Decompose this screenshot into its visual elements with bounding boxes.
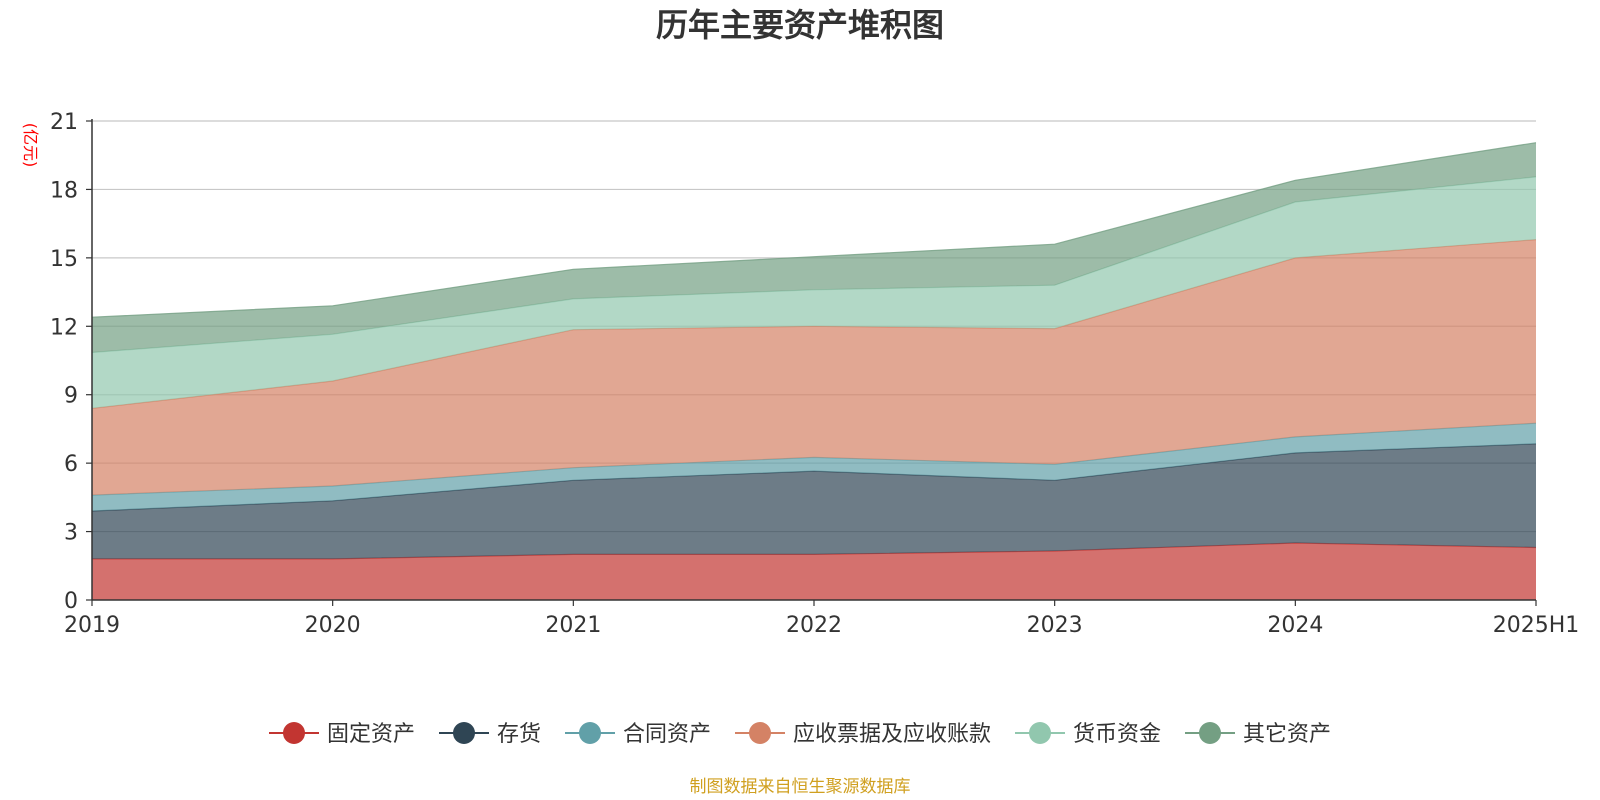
y-tick-label: 21 — [50, 110, 78, 135]
x-tick-label: 2024 — [1267, 613, 1323, 638]
area-series-4 — [92, 176, 1536, 409]
area-series-1 — [92, 443, 1536, 559]
legend-label: 合同资产 — [623, 722, 711, 747]
legend: 固定资产 存货 合同资产 应收票据及应收账款 货币资金 其它资产 — [269, 722, 1331, 747]
y-axis-unit-label: (亿元) — [21, 123, 40, 168]
x-tick-label: 2023 — [1027, 613, 1083, 638]
legend-dot-icon — [1199, 722, 1221, 744]
x-tick-label: 2022 — [786, 613, 842, 638]
series-areas — [91, 142, 1537, 600]
data-source-footer: 制图数据来自恒生聚源数据库 — [690, 777, 911, 797]
legend-label: 其它资产 — [1243, 722, 1331, 747]
legend-label: 应收票据及应收账款 — [793, 722, 991, 747]
legend-label: 存货 — [497, 722, 541, 747]
legend-item-5[interactable]: 其它资产 — [1185, 722, 1331, 747]
legend-dot-icon — [749, 722, 771, 744]
y-tick-label: 18 — [50, 178, 78, 203]
x-tick-label: 2019 — [64, 613, 120, 638]
x-tick-label: 2025H1 — [1493, 613, 1580, 638]
area-series-2 — [92, 423, 1536, 511]
legend-item-0[interactable]: 固定资产 — [269, 722, 415, 747]
y-tick-label: 15 — [50, 247, 78, 272]
y-tick-label: 12 — [50, 315, 78, 340]
chart-title: 历年主要资产堆积图 — [656, 6, 944, 44]
axes: 0 3 6 9 12 15 18 21 2019 2020 2021 2022 2023 2024 2025… — [50, 110, 1579, 638]
legend-dot-icon — [453, 722, 475, 744]
legend-item-3[interactable]: 应收票据及应收账款 — [735, 722, 991, 747]
legend-dot-icon — [283, 722, 305, 744]
y-tick-label: 3 — [64, 521, 78, 546]
y-tick-label: 0 — [64, 589, 78, 614]
legend-item-4[interactable]: 货币资金 — [1015, 722, 1161, 747]
legend-label: 货币资金 — [1073, 722, 1161, 747]
legend-item-2[interactable]: 合同资产 — [565, 722, 711, 747]
legend-item-1[interactable]: 存货 — [439, 722, 541, 747]
x-tick-label: 2020 — [305, 613, 361, 638]
area-series-3 — [92, 239, 1536, 496]
legend-label: 固定资产 — [327, 722, 415, 747]
legend-dot-icon — [579, 722, 601, 744]
y-tick-label: 6 — [64, 452, 78, 477]
area-series-5 — [92, 142, 1536, 353]
legend-dot-icon — [1029, 722, 1051, 744]
x-tick-label: 2021 — [545, 613, 601, 638]
y-tick-label: 9 — [64, 384, 78, 409]
line-series-5 — [91, 142, 1537, 318]
